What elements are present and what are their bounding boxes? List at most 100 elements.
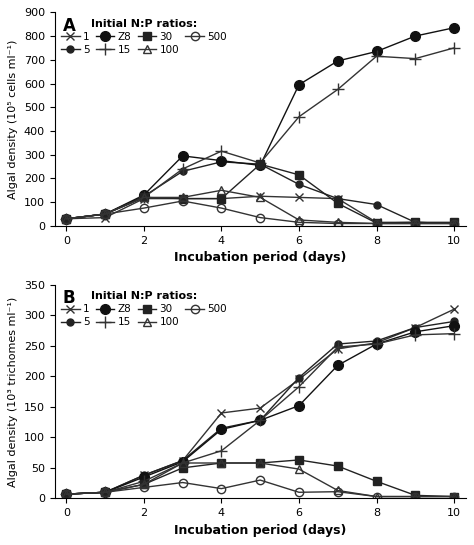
15 <box>219 148 224 154</box>
5 <box>296 181 302 187</box>
1 <box>335 195 341 202</box>
15 <box>102 489 108 495</box>
15 <box>296 113 302 120</box>
30 <box>257 161 263 167</box>
Line: 15: 15 <box>61 328 460 500</box>
500 <box>335 488 341 495</box>
Z8 <box>102 489 108 495</box>
500 <box>257 477 263 483</box>
30 <box>102 489 108 495</box>
Z8 <box>102 211 108 217</box>
5 <box>64 215 69 222</box>
5 <box>412 324 418 331</box>
1 <box>335 346 341 352</box>
30 <box>219 460 224 467</box>
15 <box>451 45 457 51</box>
100 <box>180 460 185 467</box>
1 <box>257 193 263 199</box>
500 <box>219 486 224 492</box>
Line: 30: 30 <box>62 160 458 227</box>
1 <box>374 219 379 226</box>
15 <box>64 215 69 222</box>
1 <box>257 405 263 411</box>
5 <box>141 193 147 199</box>
Line: 500: 500 <box>62 476 458 501</box>
500 <box>374 220 379 227</box>
5 <box>219 159 224 165</box>
500 <box>180 198 185 204</box>
Z8 <box>296 402 302 409</box>
15 <box>335 86 341 93</box>
Z8 <box>180 458 185 465</box>
5 <box>412 219 418 226</box>
Z8 <box>451 25 457 31</box>
Z8 <box>296 81 302 88</box>
5 <box>141 472 147 479</box>
100 <box>257 460 263 467</box>
15 <box>374 341 379 347</box>
30 <box>451 219 457 226</box>
15 <box>102 211 108 217</box>
1 <box>451 306 457 312</box>
5 <box>374 338 379 344</box>
100 <box>64 491 69 498</box>
500 <box>412 493 418 500</box>
5 <box>335 195 341 202</box>
Z8 <box>64 491 69 498</box>
Line: 1: 1 <box>62 305 458 498</box>
1 <box>64 491 69 498</box>
Y-axis label: Algal density (10⁵ cells ml⁻¹): Algal density (10⁵ cells ml⁻¹) <box>9 39 18 199</box>
30 <box>180 464 185 471</box>
15 <box>296 384 302 390</box>
1 <box>412 324 418 331</box>
500 <box>102 489 108 495</box>
500 <box>141 484 147 490</box>
100 <box>374 493 379 500</box>
100 <box>141 194 147 201</box>
15 <box>141 478 147 485</box>
1 <box>102 489 108 495</box>
100 <box>451 220 457 227</box>
5 <box>102 489 108 495</box>
500 <box>335 220 341 227</box>
1 <box>64 215 69 222</box>
1 <box>102 214 108 221</box>
30 <box>180 195 185 202</box>
100 <box>451 493 457 500</box>
Text: A: A <box>63 16 76 34</box>
1 <box>296 194 302 201</box>
30 <box>412 492 418 499</box>
100 <box>257 194 263 201</box>
Line: 100: 100 <box>62 186 458 228</box>
Z8 <box>219 426 224 433</box>
Z8 <box>219 158 224 164</box>
Z8 <box>257 417 263 423</box>
100 <box>412 493 418 500</box>
15 <box>257 417 263 423</box>
Line: 5: 5 <box>63 159 457 227</box>
15 <box>412 331 418 338</box>
5 <box>180 168 185 174</box>
15 <box>335 344 341 350</box>
Z8 <box>141 474 147 480</box>
Z8 <box>451 323 457 329</box>
100 <box>64 215 69 222</box>
Z8 <box>412 329 418 335</box>
100 <box>219 460 224 467</box>
100 <box>102 211 108 217</box>
15 <box>180 166 185 172</box>
100 <box>374 220 379 227</box>
Y-axis label: Algal density (10³ trichomes ml⁻¹): Algal density (10³ trichomes ml⁻¹) <box>9 296 18 487</box>
100 <box>296 466 302 473</box>
Z8 <box>374 48 379 54</box>
100 <box>219 187 224 193</box>
1 <box>180 457 185 464</box>
5 <box>257 417 263 423</box>
30 <box>102 211 108 217</box>
5 <box>102 211 108 217</box>
1 <box>180 195 185 202</box>
Line: 500: 500 <box>62 197 458 228</box>
15 <box>141 194 147 201</box>
30 <box>257 460 263 467</box>
Z8 <box>64 215 69 222</box>
